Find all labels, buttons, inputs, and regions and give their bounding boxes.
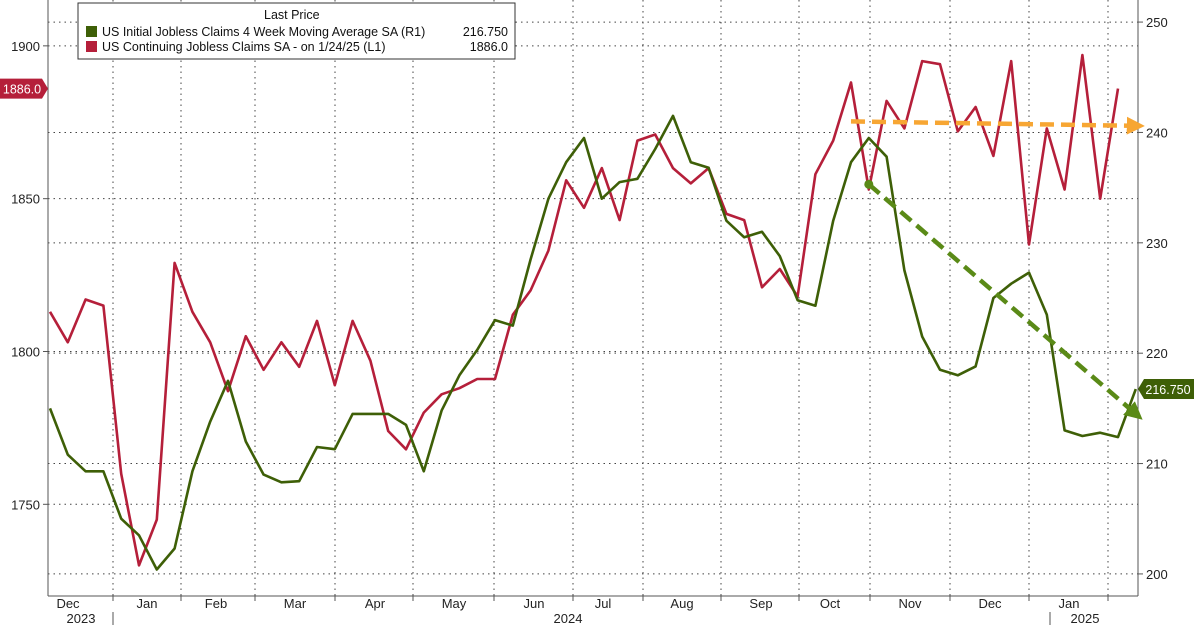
left-tick-label: 1750 <box>11 497 40 512</box>
x-axis-ticks: Dec Jan Feb Mar Apr May Jun Jul Aug Sep Oct Nov Dec J… <box>56 596 1109 625</box>
month-label: Oct <box>820 596 841 611</box>
month-label: Dec <box>56 596 80 611</box>
left-axis-ticks: 1750 1800 1850 1900 <box>11 39 48 512</box>
year-label: 2023 <box>67 611 96 625</box>
down-trend-arrow-start <box>864 179 874 189</box>
month-label: May <box>442 596 467 611</box>
month-label: Aug <box>670 596 693 611</box>
legend-value-initial-claims: 216.750 <box>463 25 508 39</box>
month-label: Jul <box>595 596 612 611</box>
right-tick-label: 210 <box>1146 457 1168 472</box>
month-label: Apr <box>365 596 386 611</box>
last-value-tags: 1886.0 216.750 <box>0 78 1194 400</box>
left-tick-label: 1900 <box>11 39 40 54</box>
legend: Last Price US Initial Jobless Claims 4 W… <box>77 2 516 60</box>
right-tick-label: 220 <box>1146 346 1168 361</box>
down-trend-arrow <box>867 182 1143 420</box>
right-tick-label: 250 <box>1146 15 1168 30</box>
month-label: Jan <box>137 596 158 611</box>
flat-trend-arrow <box>850 116 1145 135</box>
series-line-continuing-claims <box>48 53 1120 567</box>
right-tick-label: 200 <box>1146 567 1168 582</box>
last-value-tag-initial-claims <box>1138 379 1194 400</box>
month-label: Sep <box>749 596 772 611</box>
legend-swatch-initial-claims <box>86 26 97 37</box>
month-label: Dec <box>978 596 1002 611</box>
legend-label-continuing-claims: US Continuing Jobless Claims SA - on 1/2… <box>102 40 385 54</box>
last-value-tag-text-continuing-claims: 1886.0 <box>3 83 41 97</box>
month-label: Jun <box>524 596 545 611</box>
month-label: Nov <box>898 596 922 611</box>
axes <box>47 0 1139 597</box>
last-value-tag-text-initial-claims: 216.750 <box>1145 383 1190 397</box>
right-axis-ticks: 200 210 220 230 240 250 <box>1138 15 1168 582</box>
legend-value-continuing-claims: 1886.0 <box>470 40 508 54</box>
year-label: 2025 <box>1071 611 1100 625</box>
legend-box <box>77 2 516 60</box>
series-line-initial-claims <box>48 114 1138 571</box>
left-tick-label: 1850 <box>11 192 40 207</box>
month-label: Mar <box>284 596 307 611</box>
legend-label-initial-claims: US Initial Jobless Claims 4 Week Moving … <box>102 25 425 39</box>
annotations <box>850 116 1145 420</box>
right-tick-label: 230 <box>1146 236 1168 251</box>
right-tick-label: 240 <box>1146 125 1168 140</box>
month-label: Jan <box>1059 596 1080 611</box>
legend-swatch-continuing-claims <box>86 41 97 52</box>
series-lines <box>48 53 1138 571</box>
last-value-tag-continuing-claims <box>0 78 48 99</box>
legend-header: Last Price <box>264 8 320 22</box>
year-label: 2024 <box>554 611 583 625</box>
left-tick-label: 1800 <box>11 344 40 359</box>
gridlines <box>48 0 1138 596</box>
month-label: Feb <box>205 596 227 611</box>
